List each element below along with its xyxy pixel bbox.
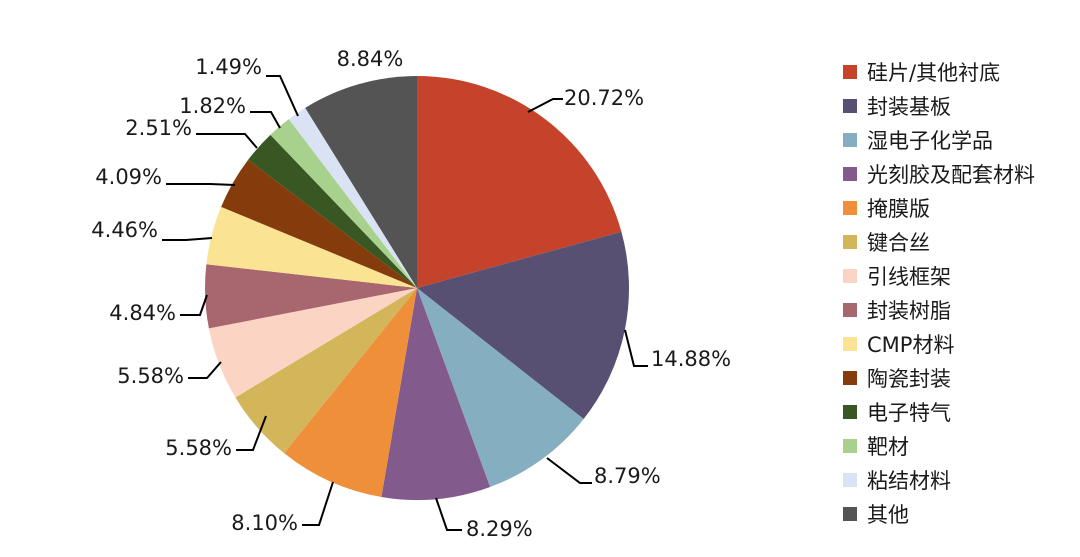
leader-line-8: [162, 237, 213, 241]
slice-label-12: 1.49%: [195, 55, 262, 79]
slice-label-11: 1.82%: [179, 94, 246, 118]
pie-slices: [205, 76, 630, 501]
pie-slice-2: [417, 288, 584, 487]
legend-swatch-12: [843, 473, 857, 487]
legend-label-6: 引线框架: [867, 265, 951, 289]
legend-label-11: 靶材: [867, 435, 909, 459]
legend-swatch-13: [843, 507, 857, 521]
slice-labels: 20.72% 14.88% 8.79% 8.29% 8.10% 5.58% 5.58% 4.8…: [91, 47, 731, 541]
leader-line-1: [624, 329, 648, 367]
pie-slice-12: [288, 107, 417, 288]
leader-line-2: [546, 457, 592, 484]
legend-label-13: 其他: [867, 503, 909, 527]
slice-label-8: 4.46%: [91, 218, 158, 242]
legend-label-3: 光刻胶及配套材料: [867, 163, 1035, 187]
slice-label-5: 5.58%: [165, 436, 232, 460]
legend-label-9: 陶瓷封装: [867, 367, 951, 391]
slice-label-13: 8.84%: [337, 47, 404, 71]
pie-slice-10: [248, 134, 417, 288]
pie-slice-9: [221, 159, 417, 288]
legend-swatch-7: [843, 303, 857, 317]
slice-label-4: 8.10%: [231, 511, 298, 535]
slice-label-9: 4.09%: [95, 165, 162, 189]
legend-label-0: 硅片/其他衬底: [867, 61, 1000, 85]
pie-slice-0: [417, 76, 622, 288]
leader-line-7: [180, 294, 208, 316]
legend-swatch-6: [843, 269, 857, 283]
pie-slice-1: [417, 231, 630, 420]
pie-slice-7: [205, 264, 417, 329]
slice-label-7: 4.84%: [109, 301, 176, 325]
legend-label-8: CMP材料: [867, 333, 954, 357]
legend-swatch-0: [843, 65, 857, 79]
leader-line-11: [250, 111, 281, 129]
legend-label-7: 封装树脂: [867, 299, 951, 323]
legend-swatch-9: [843, 371, 857, 385]
legend-swatch-5: [843, 235, 857, 249]
pie-slice-11: [270, 119, 417, 289]
slice-label-6: 5.58%: [117, 364, 184, 388]
legend-swatch-2: [843, 133, 857, 147]
leader-line-4: [302, 481, 334, 526]
slice-label-0: 20.72%: [564, 86, 644, 110]
legend-swatch-11: [843, 439, 857, 453]
pie-slice-4: [284, 288, 417, 497]
leader-line-10: [196, 133, 258, 149]
legend-label-4: 掩膜版: [867, 197, 930, 221]
leader-line-9: [166, 183, 236, 186]
legend-label-5: 键合丝: [867, 231, 930, 255]
pie-slice-3: [381, 288, 491, 501]
legend-label-10: 电子特气: [867, 401, 951, 425]
leader-lines: [162, 75, 648, 531]
legend-label-1: 封装基板: [867, 95, 951, 119]
leader-line-5: [236, 415, 267, 451]
legend-label-12: 粘结材料: [867, 469, 951, 493]
slice-label-3: 8.29%: [466, 517, 533, 541]
leader-line-0: [527, 98, 563, 113]
leader-line-6: [188, 361, 222, 379]
pie-slice-6: [208, 288, 417, 398]
pie-slice-13: [305, 76, 417, 288]
legend-swatch-3: [843, 167, 857, 181]
pie-slice-5: [235, 288, 417, 454]
slice-label-10: 2.51%: [125, 116, 192, 140]
slice-label-2: 8.79%: [594, 464, 661, 488]
legend-label-2: 湿电子化学品: [867, 129, 993, 153]
legend-swatch-10: [843, 405, 857, 419]
pie-slice-8: [206, 206, 417, 288]
slice-label-1: 14.88%: [651, 347, 731, 371]
legend-swatch-4: [843, 201, 857, 215]
legend-swatch-8: [843, 337, 857, 351]
leader-line-3: [435, 497, 462, 531]
legend-swatch-1: [843, 99, 857, 113]
leader-line-12: [266, 75, 299, 117]
